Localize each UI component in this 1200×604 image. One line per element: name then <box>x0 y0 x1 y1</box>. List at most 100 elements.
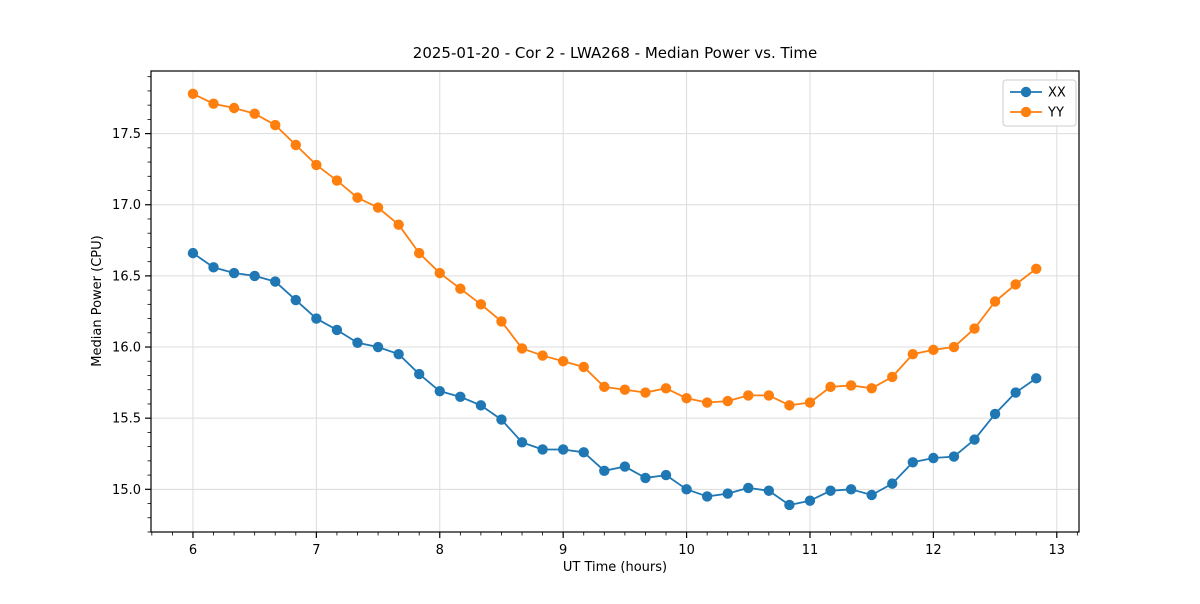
series-yy-marker <box>845 380 857 391</box>
x-tick-label: 10 <box>678 543 695 558</box>
x-tick-label: 8 <box>436 543 444 558</box>
series-yy-marker <box>331 175 343 186</box>
series-xx-marker <box>557 444 569 455</box>
series-xx-marker <box>722 488 733 499</box>
y-tick-label: 17.5 <box>112 127 141 142</box>
legend-item-label: XX <box>1048 86 1066 101</box>
series-yy-marker <box>907 348 919 360</box>
series-yy-marker <box>475 299 487 310</box>
series-xx-line <box>192 252 1038 506</box>
series-xx-marker <box>825 485 836 496</box>
series-yy-marker <box>455 283 466 294</box>
series-yy-marker <box>989 296 1001 307</box>
series-yy-marker <box>825 381 836 393</box>
series-yy-marker <box>270 119 281 131</box>
x-tick-label: 7 <box>312 543 320 558</box>
legend-swatch-marker <box>1020 106 1032 118</box>
series-xx-marker <box>804 495 816 506</box>
series-xx-marker <box>660 469 672 481</box>
series-yy-line <box>192 92 1038 407</box>
series-xx-marker <box>270 276 281 287</box>
series-yy-marker <box>187 88 199 99</box>
series-xx-marker <box>887 478 898 489</box>
series-xx-marker <box>619 461 631 472</box>
legend-item-label: YY <box>1047 106 1064 121</box>
series-xx-marker <box>249 270 260 282</box>
series-xx-marker <box>681 484 692 495</box>
x-tick-label: 6 <box>189 543 197 558</box>
series-yy-marker <box>434 267 445 279</box>
series-xx-marker <box>475 400 487 411</box>
y-tick-label: 16.5 <box>112 269 141 284</box>
y-tick-label: 17.0 <box>112 198 141 213</box>
y-tick-label: 15.0 <box>112 483 141 498</box>
series-yy-marker <box>290 139 301 151</box>
series-yy-marker <box>948 341 960 353</box>
series-xx-marker <box>187 247 199 259</box>
plot-border <box>150 70 1080 533</box>
series-xx-marker <box>331 324 343 336</box>
series-yy-marker <box>887 371 898 383</box>
series-yy-marker <box>578 361 589 373</box>
series-xx-marker <box>948 451 960 462</box>
y-axis-label: Median Power (CPU) <box>90 235 105 366</box>
chart-title: 2025-01-20 - Cor 2 - LWA268 - Median Pow… <box>413 44 817 62</box>
series-yy-marker <box>413 247 425 259</box>
x-axis-label: UT Time (hours) <box>563 560 667 575</box>
series-yy-marker <box>352 192 363 203</box>
series-xx-marker <box>784 499 795 511</box>
series-yy-marker <box>969 323 980 334</box>
series-xx-marker <box>969 434 980 445</box>
series-yy-marker <box>1010 279 1021 290</box>
axes-frame <box>150 70 1080 533</box>
series-xx-marker <box>372 341 384 353</box>
series-yy-marker <box>249 108 260 119</box>
series-xx-marker <box>455 391 466 403</box>
series-yy-marker <box>804 397 816 408</box>
series-xx-marker <box>228 267 240 279</box>
series-yy-marker <box>208 98 219 109</box>
series-yy-marker <box>722 395 733 407</box>
series-yy-marker <box>557 356 569 367</box>
series-xx-marker <box>393 348 404 360</box>
x-tick-label: 12 <box>925 543 942 558</box>
x-tick-label: 9 <box>559 543 567 558</box>
series-yy-marker <box>516 343 528 354</box>
series-xx-marker <box>1010 387 1021 398</box>
series-xx-marker <box>578 447 589 458</box>
series-xx-marker <box>907 457 919 468</box>
series-xx-marker <box>763 485 775 496</box>
series-xx-marker <box>928 452 939 464</box>
series-yy-marker <box>681 393 692 404</box>
series-xx-marker <box>599 465 610 477</box>
series-xx-marker <box>208 262 219 273</box>
series-xx-marker <box>537 444 548 455</box>
series-xx-marker <box>311 313 322 324</box>
series-yy-marker <box>619 384 631 395</box>
series-xx-marker <box>496 414 507 425</box>
grid-layer <box>151 71 1079 532</box>
series-yy-marker <box>537 350 548 361</box>
series-yy-marker <box>640 387 651 398</box>
series-xx-marker <box>516 437 528 448</box>
series-yy-marker <box>701 397 713 408</box>
series-yy-marker <box>743 390 754 401</box>
series-xx-marker <box>989 408 1001 420</box>
x-tick-label: 13 <box>1049 543 1066 558</box>
series-yy-marker <box>496 316 507 327</box>
legend-swatch-marker <box>1020 86 1032 98</box>
series-yy-marker <box>866 383 877 394</box>
series-yy-marker <box>372 202 384 213</box>
series-xx-marker <box>701 491 713 502</box>
series-yy-marker <box>660 383 672 394</box>
y-tick-label: 15.5 <box>112 412 141 427</box>
series-yy-marker <box>928 344 939 356</box>
y-tick-label: 16.0 <box>112 341 141 356</box>
series-xx-marker <box>866 489 877 501</box>
legend: XX YY <box>1002 79 1077 127</box>
series-yy-marker <box>228 102 240 114</box>
series-xx-marker <box>743 482 754 494</box>
ticks-layer: 6 7 8 9 10 11 12 13 15.0 15.5 16.0 16.5 17.0 17.5 <box>112 76 1078 558</box>
